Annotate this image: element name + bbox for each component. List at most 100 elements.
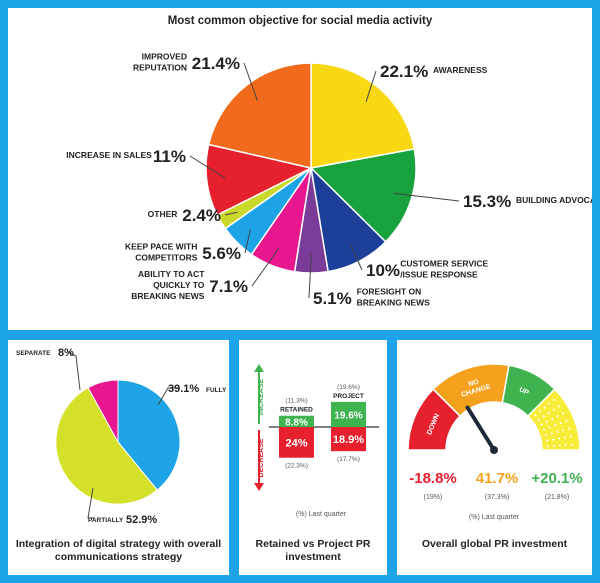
gauge-pattern-dot [537, 418, 540, 421]
gauge-pattern-dot [554, 424, 557, 427]
gauge-pattern-dot [556, 415, 559, 418]
gauge-pattern-dot [569, 435, 572, 438]
slice-category-label: /ISSUE RESPONSE [400, 270, 478, 280]
gauge-segment-label: UP [518, 386, 530, 397]
leader-line [157, 387, 178, 406]
gauge-segment-extra [526, 388, 581, 451]
footnote: (%) Last quarter [469, 514, 520, 521]
decrease-label: DECREASE [258, 438, 265, 477]
decrease-bar [331, 427, 366, 452]
slice-value-label: 52.9% [126, 514, 157, 526]
slice-category-label: FULLY [206, 387, 227, 394]
gauge-value-label: +20.1% [531, 470, 582, 487]
decrease-bar [279, 427, 314, 458]
gauge-pattern-dot [543, 428, 546, 431]
gauge-pattern-dot [552, 444, 555, 447]
increase-bar [331, 401, 366, 427]
slice-category-label: FORESIGHT ON [357, 287, 422, 297]
gauge-pattern-dot [556, 430, 559, 433]
slice-category-label: BUILDING ADVOCACY [516, 195, 592, 205]
increase-value-label: 19.6% [334, 410, 362, 421]
gauge-pattern-dot [552, 438, 555, 441]
slice-category-label: IMPROVED [142, 52, 187, 62]
pie-slice [87, 379, 119, 443]
global-investment-panel: DOWN NO CHANGE UP -18.8% (19%) 41.7% (37.3%) +20… [397, 340, 592, 575]
leader-line [224, 211, 238, 216]
leader-line [87, 487, 94, 519]
leader-line [393, 192, 460, 202]
slice-category-label: INCREASE IN SALES [66, 150, 152, 160]
increase-arrow-head [254, 364, 264, 372]
gauge-last-quarter-label: (21.8%) [545, 494, 570, 501]
increase-label: INCREASE [258, 379, 265, 416]
gauge-pattern-dot [562, 429, 565, 432]
gauge-pattern-dot [547, 412, 550, 415]
gauge-pattern-dot [563, 436, 566, 439]
footnote: (%) Last quarter [296, 511, 347, 518]
slice-category-label: BREAKING NEWS [131, 291, 205, 301]
gauge-value-label: 41.7% [476, 470, 519, 487]
chart-title: Retained vs Project PR investment [255, 538, 371, 563]
social-objective-panel: Most common objective for social media a… [8, 8, 592, 330]
pie-slice [207, 62, 312, 169]
slice-value-label: 10% [366, 261, 400, 280]
slice-category-label: KEEP PACE WITH [125, 242, 197, 252]
slice-category-label: CUSTOMER SERVICE [400, 259, 488, 269]
gauge-segment-label: NO [468, 378, 481, 388]
slice-category-label: OTHER [148, 209, 178, 219]
chart-title: Integration of digital strategy with ove… [15, 538, 222, 563]
leader-line [308, 254, 312, 299]
increase-bar [279, 415, 314, 427]
slice-category-label: COMPETITORS [135, 253, 198, 263]
slice-category-label: AWARENESS [433, 65, 488, 75]
gauge-pattern-dot [551, 418, 554, 420]
slice-value-label: 5.1% [313, 289, 352, 308]
gauge-pattern-dot [534, 414, 537, 417]
leader-line [243, 62, 258, 101]
gauge-pattern-dot [565, 419, 568, 422]
slice-category-label: BREAKING NEWS [357, 298, 431, 308]
increase-value-label: 8.8% [285, 417, 308, 428]
gauge-needle-hub [490, 446, 498, 454]
leader-line [189, 155, 226, 179]
gauge-pattern-dot [542, 415, 545, 418]
integration-pie-chart: 39.1% FULLY PARTIALLY 52.9% SEPARATE 8% [16, 347, 227, 526]
gauge-pattern-dot [550, 432, 553, 435]
slice-value-label: 39.1% [168, 383, 199, 395]
decrease-arrow-head [254, 483, 264, 491]
slice-value-label: 8% [58, 347, 74, 359]
leader-line [244, 229, 251, 254]
gauge-pattern-dot [570, 443, 573, 446]
gauge-pattern-dot [546, 445, 549, 448]
gauge-pattern-dot [568, 427, 570, 430]
leader-line [350, 244, 363, 271]
chart-title: Most common objective for social media a… [167, 15, 433, 27]
gauge-pattern-dot [557, 405, 560, 408]
slice-value-label: 15.3% [463, 192, 511, 211]
pie-slice [55, 387, 158, 505]
gauge-pattern-dot [558, 437, 560, 440]
leader-line [251, 247, 280, 287]
pie-slice [117, 379, 181, 491]
gauge-value-label: -18.8% [409, 470, 457, 487]
slice-category-label: ABILITY TO ACT [138, 269, 205, 279]
gauge-pattern-dot [544, 434, 547, 437]
leader-line [67, 351, 81, 391]
increase-last-quarter-label: (11.3%) [285, 398, 307, 405]
gauge-pattern-dot [552, 398, 555, 401]
pie-slice [309, 148, 417, 243]
gauge-pattern-dot [552, 408, 555, 411]
slice-category-label: PARTIALLY [88, 517, 124, 524]
gauge-last-quarter-label: (19%) [424, 494, 443, 501]
category-label: RETAINED [280, 407, 313, 414]
gauge-pattern-dot [559, 422, 562, 424]
slice-value-label: 11% [153, 147, 186, 166]
slice-value-label: 2.4% [182, 206, 221, 225]
slice-value-label: 22.1% [380, 62, 428, 81]
slice-value-label: 21.4% [192, 54, 240, 73]
category-label: PROJECT [333, 393, 364, 400]
leader-line [365, 70, 377, 102]
slice-value-label: 7.1% [209, 277, 248, 296]
